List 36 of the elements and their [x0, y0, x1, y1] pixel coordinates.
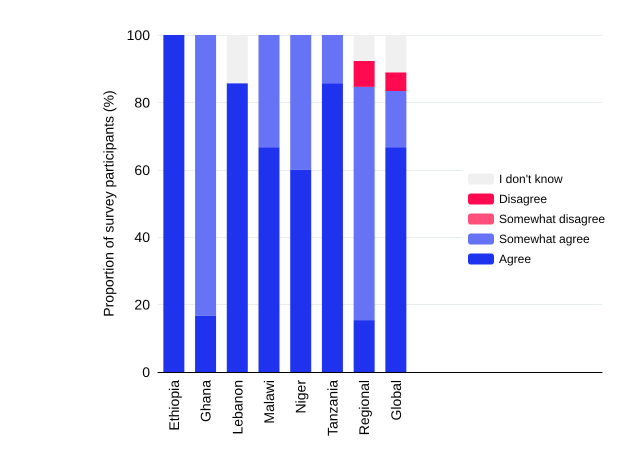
y-tick-label: 100: [126, 27, 150, 43]
bar: [322, 83, 343, 372]
bar: [385, 72, 406, 91]
x-tick-label: Ethiopia: [166, 380, 182, 431]
bar: [354, 60, 375, 87]
bar: [385, 90, 406, 148]
bar: [195, 35, 216, 316]
legend-label: Somewhat agree: [499, 232, 590, 246]
bar: [290, 170, 312, 372]
legend-label: Disagree: [499, 192, 548, 206]
x-tick-label: Regional: [356, 380, 372, 436]
x-tick-label: Tanzania: [324, 380, 340, 436]
legend-label: Somewhat disagree: [499, 212, 606, 226]
x-tick-label: Global: [388, 380, 404, 420]
x-tick-label: Malawi: [261, 380, 277, 424]
x-tick-label: Ghana: [198, 380, 214, 422]
y-tick-label: 40: [134, 229, 150, 246]
y-tick-label: 20: [134, 296, 150, 313]
y-axis-title: Proportion of survey participants (%): [100, 90, 117, 317]
bar: [354, 86, 375, 320]
bar: [258, 35, 280, 148]
legend-label: I don't know: [499, 172, 563, 186]
bar: [354, 320, 375, 372]
bar: [322, 35, 343, 84]
legend-label: Agree: [499, 252, 532, 266]
x-tick-label: Niger: [292, 380, 309, 414]
bar: [163, 35, 184, 372]
bar: [258, 147, 280, 372]
x-tick-label: Lebanon: [229, 380, 246, 435]
bar: [195, 316, 216, 372]
y-tick-label: 80: [134, 94, 150, 110]
bar: [385, 147, 406, 372]
y-tick-label: 60: [134, 162, 150, 178]
bar: [290, 35, 312, 170]
y-tick-label: 0: [142, 364, 150, 380]
bar: [226, 83, 248, 372]
